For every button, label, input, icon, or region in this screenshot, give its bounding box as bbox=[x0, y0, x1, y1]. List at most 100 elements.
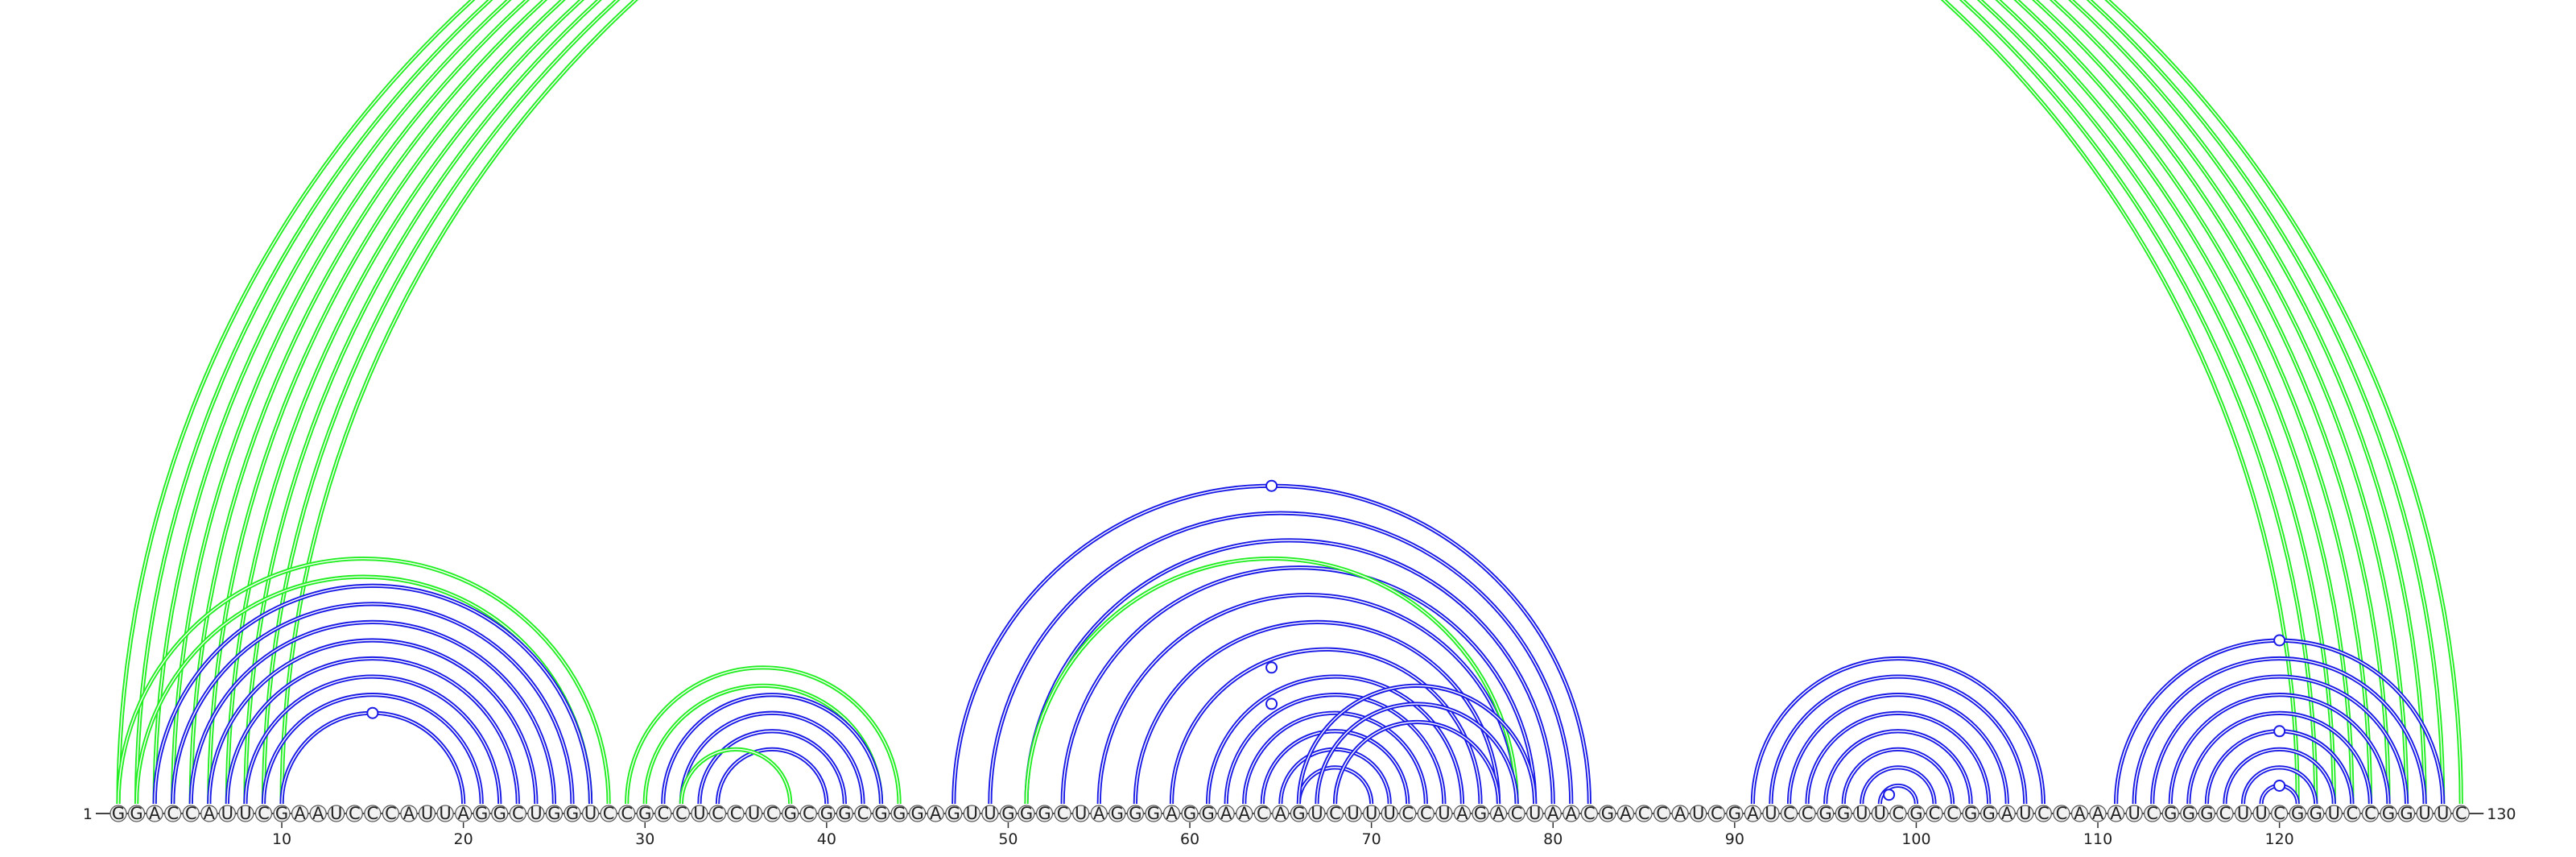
nucleotide-20: A bbox=[455, 804, 473, 823]
nucleotide-26: G bbox=[564, 804, 581, 823]
nucleotide-circle bbox=[345, 805, 363, 822]
arc-core-8-128 bbox=[245, 0, 2425, 805]
arc-core-10-20 bbox=[281, 712, 464, 805]
nucleotide-50: G bbox=[999, 804, 1018, 823]
nucleotide-circle bbox=[1072, 805, 1090, 822]
arc-core-61-75 bbox=[1207, 676, 1463, 805]
nucleotide-119: U bbox=[2252, 804, 2270, 823]
nucleotide-48: U bbox=[963, 804, 980, 823]
nucleotide-114: G bbox=[2161, 804, 2179, 823]
nucleotide-letter: G bbox=[893, 804, 906, 823]
nucleotide-23: C bbox=[509, 804, 526, 823]
nucleotide-circle bbox=[254, 805, 273, 822]
nucleotide-71: U bbox=[1381, 804, 1398, 823]
end-label: 130 bbox=[2487, 805, 2516, 823]
nucleotide-circle bbox=[909, 805, 927, 822]
nucleotide-circle bbox=[1907, 805, 1926, 822]
nucleotide-33: U bbox=[691, 804, 708, 823]
nucleotide-letter: A bbox=[1456, 804, 1468, 823]
nucleotide-letter: U bbox=[584, 804, 597, 823]
nucleotide-circle bbox=[2180, 805, 2198, 822]
nucleotide-35: C bbox=[727, 804, 745, 823]
nucleotide-circle bbox=[1472, 805, 1489, 822]
nucleotide-letter: A bbox=[294, 804, 306, 823]
nucleotide-circle bbox=[890, 805, 908, 822]
nucleotide-circle bbox=[1762, 805, 1780, 822]
nucleotide-letter: U bbox=[1692, 804, 1704, 823]
nucleotide-circle bbox=[127, 805, 146, 822]
nucleotide-circle bbox=[182, 805, 200, 822]
nucleotide-circle bbox=[963, 805, 980, 822]
nucleotide-125: C bbox=[2361, 804, 2380, 823]
arc-pair-9-129 bbox=[261, 0, 2446, 805]
nucleotide-118: U bbox=[2234, 804, 2252, 823]
nucleotide-letter: C bbox=[1420, 804, 1432, 823]
arc-core-95-103 bbox=[1824, 731, 1971, 805]
nucleotide-letter: G bbox=[2291, 804, 2304, 823]
nucleotide-58: G bbox=[1145, 804, 1162, 823]
arc-marker-4 bbox=[1265, 661, 1278, 674]
nucleotide-letter: U bbox=[1311, 804, 1323, 823]
nucleotide-circle bbox=[999, 805, 1018, 822]
nucleotide-letter: A bbox=[2110, 804, 2122, 823]
nucleotide-64: C bbox=[1253, 804, 1271, 823]
nucleotide-110: A bbox=[2089, 804, 2107, 823]
nucleotide-22: G bbox=[491, 804, 509, 823]
arc-core-96-102 bbox=[1843, 748, 1954, 805]
nucleotide-letter: C bbox=[1402, 804, 1414, 823]
nucleotide-10: G bbox=[273, 804, 291, 823]
arc-pair-5-125 bbox=[188, 0, 2373, 805]
nucleotide-letter: G bbox=[1038, 804, 1051, 823]
nucleotide-circle bbox=[2289, 805, 2306, 822]
nucleotide-letter: C bbox=[2056, 804, 2068, 823]
tick-label: 100 bbox=[1901, 830, 1930, 848]
nucleotide-letter: U bbox=[1384, 804, 1396, 823]
nucleotide-73: C bbox=[1417, 804, 1435, 823]
nucleotide-circle bbox=[1399, 805, 1417, 822]
nucleotide-circle bbox=[1308, 805, 1326, 822]
tick-label: 120 bbox=[2265, 830, 2294, 848]
nucleotide-circle bbox=[1363, 805, 1381, 822]
arc-core-10-130 bbox=[281, 0, 2462, 805]
nucleotide-30: G bbox=[636, 804, 654, 823]
nucleotide-letter: G bbox=[1474, 804, 1487, 823]
nucleotide-circle bbox=[2452, 805, 2470, 822]
arcs-layer bbox=[116, 0, 2463, 805]
nucleotide-62: A bbox=[1217, 804, 1235, 823]
nucleotide-letter: G bbox=[1111, 804, 1124, 823]
nucleotide-126: G bbox=[2380, 804, 2397, 823]
nucleotide-letter: G bbox=[1601, 804, 1614, 823]
nucleotide-78: C bbox=[1508, 804, 1525, 823]
ticks-layer: 10 20 30 40 50 60 70 80 90 100 110 120 bbox=[272, 822, 2294, 848]
nucleotide-circle bbox=[836, 805, 854, 822]
arc-core-1-28 bbox=[118, 557, 609, 805]
nucleotide-letter: C bbox=[1946, 804, 1959, 823]
nucleotide-122: G bbox=[2307, 804, 2325, 823]
arc-core-2-27 bbox=[135, 576, 592, 805]
nucleotide-circle bbox=[854, 805, 872, 822]
nucleotide-letter: C bbox=[1511, 804, 1523, 823]
nucleotide-circle bbox=[1962, 805, 1979, 822]
nucleotide-letter: U bbox=[2019, 804, 2031, 823]
nucleotide-66: G bbox=[1290, 804, 1308, 823]
nucleotide-59: A bbox=[1162, 804, 1181, 823]
nucleotide-1: G bbox=[109, 804, 127, 823]
nucleotide-44: G bbox=[890, 804, 908, 823]
nucleotide-letter: A bbox=[1747, 804, 1759, 823]
nucleotide-87: A bbox=[1671, 804, 1689, 823]
nucleotide-74: U bbox=[1435, 804, 1453, 823]
nucleotide-letter: U bbox=[239, 804, 251, 823]
nucleotide-circle bbox=[1780, 805, 1798, 822]
nucleotide-94: C bbox=[1798, 804, 1816, 823]
tick-label: 60 bbox=[1180, 830, 1199, 848]
nucleotide-letter: G bbox=[1983, 804, 1996, 823]
nucleotide-113: C bbox=[2144, 804, 2161, 823]
nucleotide-circle bbox=[654, 805, 672, 822]
nucleotide-letter: G bbox=[1147, 804, 1160, 823]
arc-core-7-23 bbox=[226, 657, 519, 805]
nucleotide-12: A bbox=[309, 804, 327, 823]
nucleotide-circle bbox=[618, 805, 636, 822]
nucleotide-90: G bbox=[1726, 804, 1744, 823]
nucleotide-circle bbox=[1290, 805, 1308, 822]
